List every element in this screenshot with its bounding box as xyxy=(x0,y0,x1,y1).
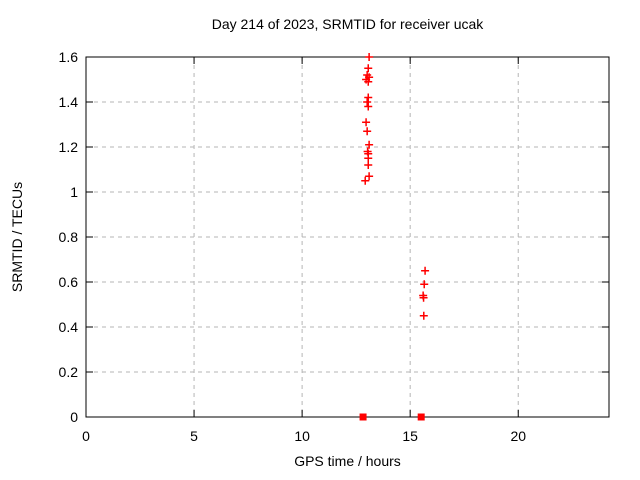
plot-border xyxy=(85,56,610,418)
ytick-label: 0.2 xyxy=(59,364,79,380)
data-point-plus xyxy=(364,77,373,86)
data-point-plus xyxy=(363,98,372,106)
ytick-label: 1.4 xyxy=(59,94,79,110)
data-point-plus xyxy=(421,266,430,275)
data-point-plus xyxy=(365,53,374,61)
data-point-square xyxy=(359,413,367,421)
ytick-label: 0.6 xyxy=(59,274,79,290)
data-point-plus xyxy=(363,127,372,136)
data-point-plus xyxy=(419,311,428,320)
ytick-label: 0.8 xyxy=(59,229,79,245)
ytick-label: 1.2 xyxy=(59,139,79,155)
xtick-label: 10 xyxy=(294,428,310,444)
data-point-plus xyxy=(419,293,428,302)
xtick-label: 15 xyxy=(402,428,418,444)
data-point-plus xyxy=(364,154,373,163)
data-point-plus xyxy=(420,280,429,289)
data-point-plus xyxy=(365,140,374,149)
data-point-plus xyxy=(364,161,373,169)
x-axis-label: GPS time / hours xyxy=(294,453,401,469)
data-point-square xyxy=(417,413,425,421)
ytick-label: 1.6 xyxy=(59,49,79,65)
xtick-label: 20 xyxy=(510,428,526,444)
data-point-plus xyxy=(361,176,370,185)
ytick-label: 1 xyxy=(70,184,78,200)
data-point-plus xyxy=(364,102,373,111)
xtick-label: 0 xyxy=(82,428,90,444)
ytick-label: 0.4 xyxy=(59,319,79,335)
ytick-label: 0 xyxy=(70,409,78,425)
xtick-label: 5 xyxy=(190,428,198,444)
data-point-plus xyxy=(364,64,373,73)
data-point-plus xyxy=(365,172,374,181)
data-point-plus xyxy=(364,93,373,102)
data-point-plus xyxy=(362,118,371,127)
chart-title: Day 214 of 2023, SRMTID for receiver uca… xyxy=(211,16,484,32)
